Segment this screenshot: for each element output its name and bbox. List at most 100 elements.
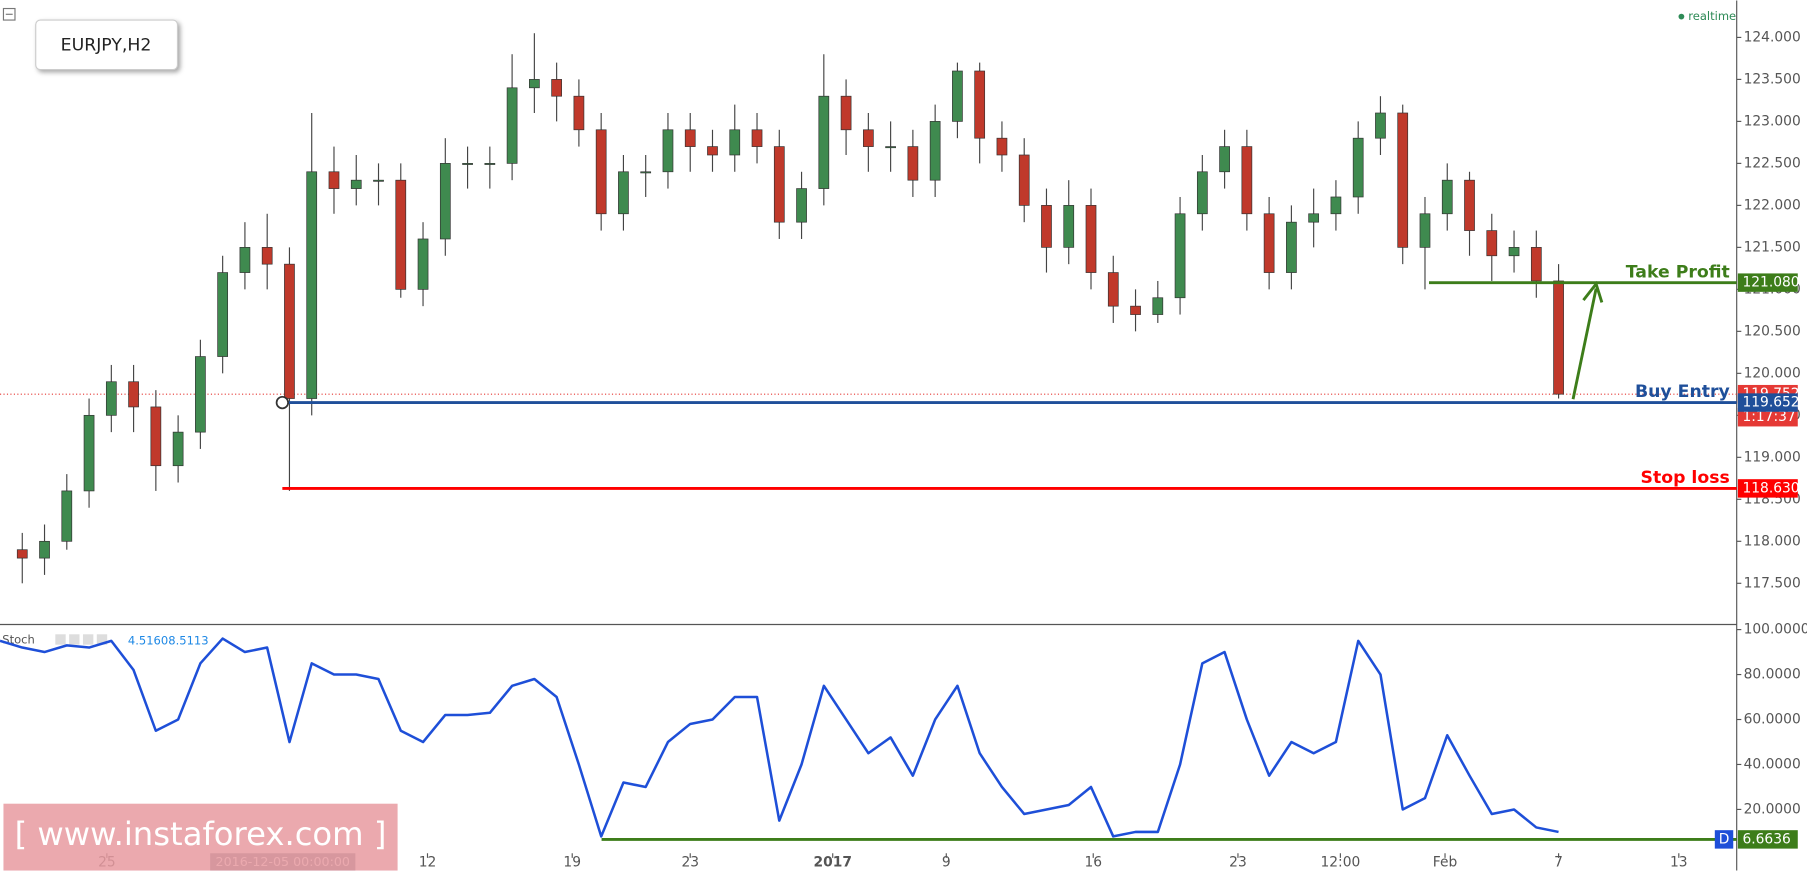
level-name: Stop loss [1641,468,1730,488]
candle-body [773,146,785,223]
candle-body [751,129,763,147]
level-tag-label: 118.630 [1742,480,1799,496]
x-tick-label: 16 [1084,854,1102,870]
countdown-label: 1:17:37 [1742,409,1795,425]
candle-body [796,188,807,223]
y-tick-label: 124.000 [1744,29,1801,45]
indicator-value: 8.5113 [168,634,208,648]
indicator-icon[interactable] [82,634,94,645]
y-tick-label: 122.500 [1744,155,1801,171]
symbol-box [35,19,179,71]
candle-body [684,129,696,147]
y-tick-label: 121.500 [1744,239,1801,255]
level-name: Take Profit [1626,262,1730,282]
candle-body [83,414,95,492]
arrow-head [1582,280,1604,303]
candle-body [195,356,206,433]
candle-body [1553,280,1564,395]
candle-body [974,70,986,139]
candle-body [1508,247,1520,257]
y-tick-label: 123.000 [1744,113,1801,129]
candle-body [1196,171,1208,215]
candle-body [328,171,340,189]
candle-body [1041,205,1052,248]
level-name: Buy Entry [1635,382,1730,402]
x-tick-label: 19 [563,854,581,870]
candle-body [1263,213,1275,273]
candle-body [239,247,251,273]
collapse-icon[interactable] [2,7,16,21]
candle-body [1308,213,1320,223]
y-tick-label: 118.000 [1744,533,1801,549]
y-tick-label: 117.500 [1744,575,1801,591]
realtime-label: realtime [1688,9,1736,23]
candle-body [1174,213,1186,299]
candle-body [105,381,117,416]
candle-body [707,146,718,156]
x-tick-label: 9 [942,854,951,870]
countdown-tag [1737,407,1798,427]
candle-body [16,549,28,559]
candle-body [907,146,919,181]
candle-body [529,79,540,89]
legend-tag [1714,830,1734,849]
candle-body [729,129,741,156]
candle-body [573,95,585,131]
y-tick-label: 120.000 [1744,365,1801,381]
y-tick-label: 60.0000 [1744,712,1801,728]
level-tag [1737,393,1798,412]
indicator-title: Stoch [2,633,35,647]
candle-body [551,79,562,97]
level-tag [1737,479,1798,498]
indicator-icon[interactable] [96,634,108,645]
candle-body [1241,146,1253,215]
candle-body [1397,112,1409,248]
candle-body [640,171,652,174]
x-tick-label: 12 [419,854,437,870]
candle-body [1152,297,1164,315]
candle-body [862,129,874,147]
candle-body [1063,205,1075,248]
candle-body [417,238,429,290]
indicator-value: 4.5160 [128,634,168,648]
candle-body [618,171,629,215]
x-tick-label: Feb [1433,854,1458,870]
x-tick-label: 13 [1670,854,1688,870]
legend-label: D [1719,831,1730,847]
candle-body [261,247,273,265]
symbol-title: EURJPY,H2 [61,35,152,55]
candle-body [952,70,963,122]
candle-body [284,263,295,399]
candle-body [1107,272,1119,307]
candle-body [172,431,184,467]
watermark: [ www.instaforex.com ] [15,815,387,853]
x-tick-label: 2017 [813,854,851,870]
candle-body [395,179,407,290]
candle-body [1219,146,1230,173]
level-tag [1737,273,1798,292]
candle-body [39,540,50,559]
x-tick-label: 23 [1229,854,1247,870]
y-tick-label: 100.0000 [1744,622,1807,638]
candle-body [996,137,1008,156]
y-tick-label: 20.0000 [1744,801,1801,817]
y-tick-label: 122.000 [1744,197,1801,213]
candle-body [1486,230,1498,257]
candle-body [1352,137,1364,198]
x-tick-label: 12:00 [1320,854,1360,870]
candle-body [462,163,473,165]
indicator-line [0,637,1559,838]
indicator-icon[interactable] [55,634,66,645]
candle-body [662,129,674,173]
candle-body [306,171,318,399]
y-tick-label: 123.500 [1744,71,1801,87]
indicator-icon[interactable] [69,634,80,645]
y-tick-label: 40.0000 [1744,756,1801,772]
x-tick-label: 23 [681,854,699,870]
candle-body [1441,179,1453,215]
realtime-dot [1678,13,1685,20]
x-tick-label: 7 [1554,854,1563,870]
candle-body [1018,154,1030,206]
